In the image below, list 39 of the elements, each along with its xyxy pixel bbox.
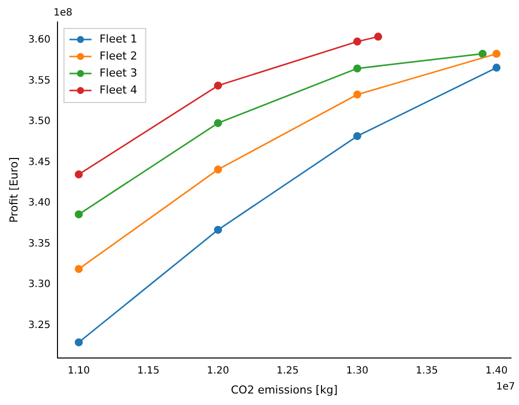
point (353, 38, 362, 46)
point (214, 166, 222, 174)
point (374, 32, 382, 41)
x-axis-title: CO2 emissions [kg] (230, 383, 338, 396)
text: 1e8 (53, 8, 72, 19)
legend-label: Fleet 1 (99, 32, 138, 46)
y-tick-label: 3.40 (28, 198, 50, 209)
point (353, 90, 362, 99)
x-tick-label: 1.15 (137, 365, 160, 376)
x-tick-label: 1.35 (416, 365, 438, 376)
legend-label: Fleet 4 (99, 83, 138, 96)
y-tick-label: 3.30 (28, 279, 50, 290)
legend-label: Fleet 3 (99, 66, 138, 80)
point (74, 338, 83, 346)
text: 1e7 (496, 381, 515, 392)
y-tick-label: 3.45 (28, 156, 50, 168)
x-tick-label: 1.10 (68, 365, 90, 376)
point (492, 64, 501, 72)
y-tick-label: 3.25 (28, 320, 50, 331)
point (214, 226, 222, 234)
y-tick-label: 3.50 (28, 116, 50, 128)
point (214, 119, 222, 128)
x-tick-label: 1.25 (276, 365, 299, 376)
y-tick-label: 3.35 (28, 238, 50, 250)
point (353, 132, 362, 140)
x-tick-label: 1.20 (206, 365, 230, 376)
point (74, 170, 83, 178)
y-tick-label: 3.60 (28, 34, 50, 46)
point (74, 210, 83, 218)
x-tick-label: 1.30 (346, 365, 368, 376)
point (214, 82, 222, 90)
x-tick-label: 1.40 (485, 365, 508, 376)
point (353, 64, 362, 72)
legend-label: Fleet 2 (99, 49, 138, 62)
y-axis-title: Profit [Euro] (7, 157, 20, 223)
y-tick-label: 3.55 (28, 75, 50, 86)
point (492, 50, 501, 58)
point (478, 50, 487, 58)
point (74, 264, 83, 273)
